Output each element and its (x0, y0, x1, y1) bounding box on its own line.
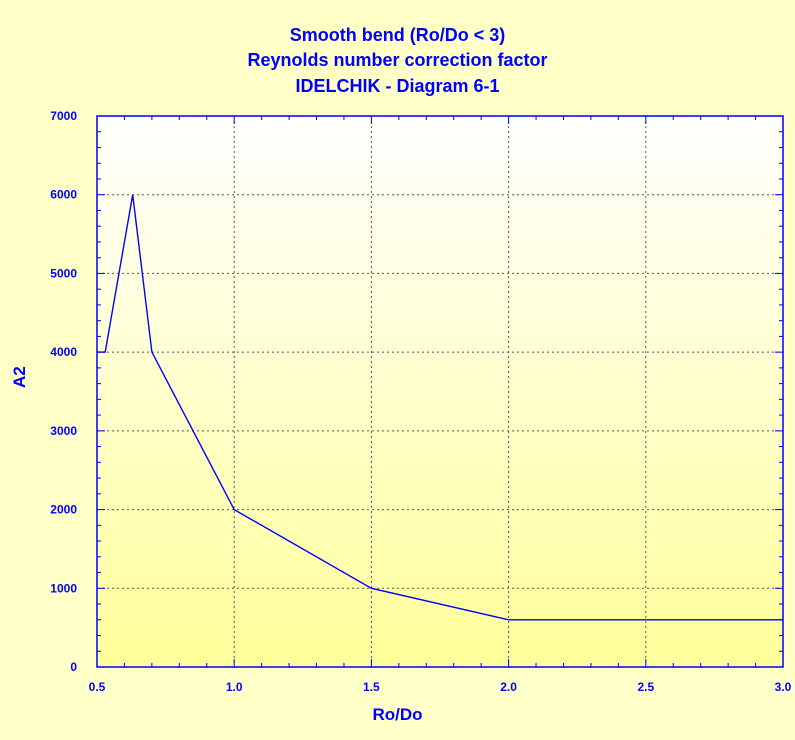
x-tick-label: 2.5 (637, 680, 654, 694)
x-tick-label: 1.0 (226, 680, 243, 694)
x-tick-label: 0.5 (89, 680, 106, 694)
x-tick-label: 2.0 (500, 680, 517, 694)
chart-title-line-2: Reynolds number correction factor (247, 50, 548, 70)
y-axis-label: A2 (10, 366, 29, 388)
y-tick-label: 1000 (50, 581, 77, 595)
x-tick-label: 3.0 (775, 680, 792, 694)
series-line (97, 194, 783, 621)
y-tick-label: 5000 (50, 266, 77, 280)
x-axis-label: Ro/Do (372, 705, 423, 724)
y-tick-label: 7000 (50, 109, 77, 123)
chart-title-line-1: Smooth bend (Ro/Do < 3) (289, 25, 506, 45)
y-tick-label: 6000 (50, 188, 77, 202)
y-tick-label: 3000 (50, 424, 77, 438)
chart-title-line-3: IDELCHIK - Diagram 6-1 (295, 76, 500, 96)
plot-border (96, 115, 784, 668)
y-tick-label: 2000 (50, 503, 77, 517)
y-tick-label: 4000 (50, 345, 77, 359)
x-tick-label: 1.5 (363, 680, 380, 694)
plot-area (97, 116, 783, 667)
y-tick-label: 0 (70, 660, 77, 674)
